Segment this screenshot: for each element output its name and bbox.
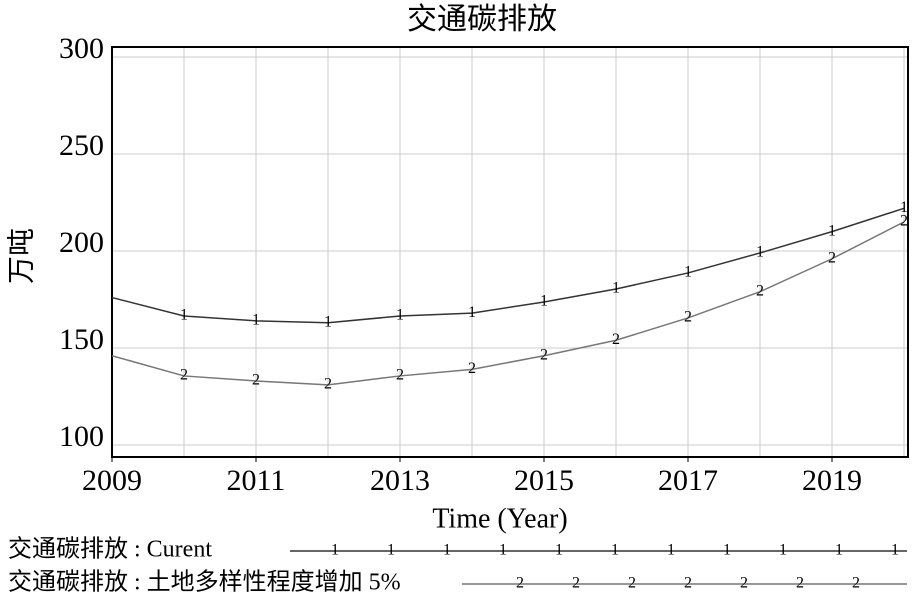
point-marker: 1 bbox=[900, 199, 908, 216]
y-tick-label: 150 bbox=[59, 323, 104, 356]
point-marker: 2 bbox=[900, 213, 908, 230]
x-tick-label: 2009 bbox=[82, 464, 142, 497]
point-marker: 2 bbox=[180, 367, 188, 384]
point-marker: 1 bbox=[828, 222, 836, 239]
series-line bbox=[111, 221, 905, 386]
legend-marker: 2 bbox=[684, 575, 692, 592]
legend-marker: 2 bbox=[516, 575, 524, 592]
point-marker: 2 bbox=[396, 367, 404, 384]
point-marker: 2 bbox=[252, 372, 260, 389]
y-axis-title: 万吨 bbox=[5, 228, 37, 284]
point-marker: 2 bbox=[828, 249, 836, 266]
x-tick-label: 2015 bbox=[514, 464, 574, 497]
point-marker: 1 bbox=[612, 280, 620, 297]
chart-title: 交通碳排放 bbox=[407, 3, 557, 36]
x-axis-title: Time (Year) bbox=[432, 503, 567, 534]
point-marker: 1 bbox=[756, 244, 764, 261]
legend-marker: 2 bbox=[572, 575, 580, 592]
plot-frame bbox=[111, 46, 909, 458]
legend-marker: 1 bbox=[331, 542, 339, 559]
y-tick-label: 300 bbox=[59, 32, 104, 65]
point-marker: 2 bbox=[756, 282, 764, 299]
legend-marker: 1 bbox=[499, 542, 507, 559]
legend-marker: 2 bbox=[740, 575, 748, 592]
point-marker: 1 bbox=[324, 313, 332, 330]
legend-marker: 2 bbox=[628, 575, 636, 592]
point-marker: 2 bbox=[324, 376, 332, 393]
point-marker: 1 bbox=[684, 264, 692, 281]
series-line bbox=[111, 207, 905, 324]
x-tick-label: 2017 bbox=[658, 464, 718, 497]
x-tick-label: 2019 bbox=[802, 464, 862, 497]
legend-marker: 1 bbox=[387, 542, 395, 559]
legend-marker: 1 bbox=[443, 542, 451, 559]
legend-marker: 2 bbox=[796, 575, 804, 592]
point-marker: 2 bbox=[468, 360, 476, 377]
point-marker: 1 bbox=[468, 304, 476, 321]
legend-marker: 1 bbox=[723, 542, 731, 559]
legend-label: 交通碳排放 : 土地多样性程度增加 5% bbox=[8, 569, 401, 596]
point-marker: 2 bbox=[540, 346, 548, 363]
x-tick-label: 2013 bbox=[370, 464, 430, 497]
y-tick-label: 250 bbox=[59, 129, 104, 162]
legend-label: 交通碳排放 : Curent bbox=[8, 536, 212, 563]
y-tick-label: 100 bbox=[59, 420, 104, 453]
legend-marker: 1 bbox=[667, 542, 675, 559]
legend-marker: 1 bbox=[891, 542, 899, 559]
x-tick-label: 2011 bbox=[227, 464, 286, 497]
point-marker: 2 bbox=[612, 331, 620, 348]
point-marker: 1 bbox=[396, 307, 404, 324]
legend-marker: 1 bbox=[779, 542, 787, 559]
point-marker: 1 bbox=[180, 307, 188, 324]
y-tick-label: 200 bbox=[59, 226, 104, 259]
point-marker: 2 bbox=[684, 309, 692, 326]
legend-marker: 1 bbox=[555, 542, 563, 559]
legend-marker: 1 bbox=[835, 542, 843, 559]
point-marker: 1 bbox=[540, 293, 548, 310]
legend-marker: 1 bbox=[611, 542, 619, 559]
legend-marker: 2 bbox=[852, 575, 860, 592]
point-marker: 1 bbox=[252, 312, 260, 329]
